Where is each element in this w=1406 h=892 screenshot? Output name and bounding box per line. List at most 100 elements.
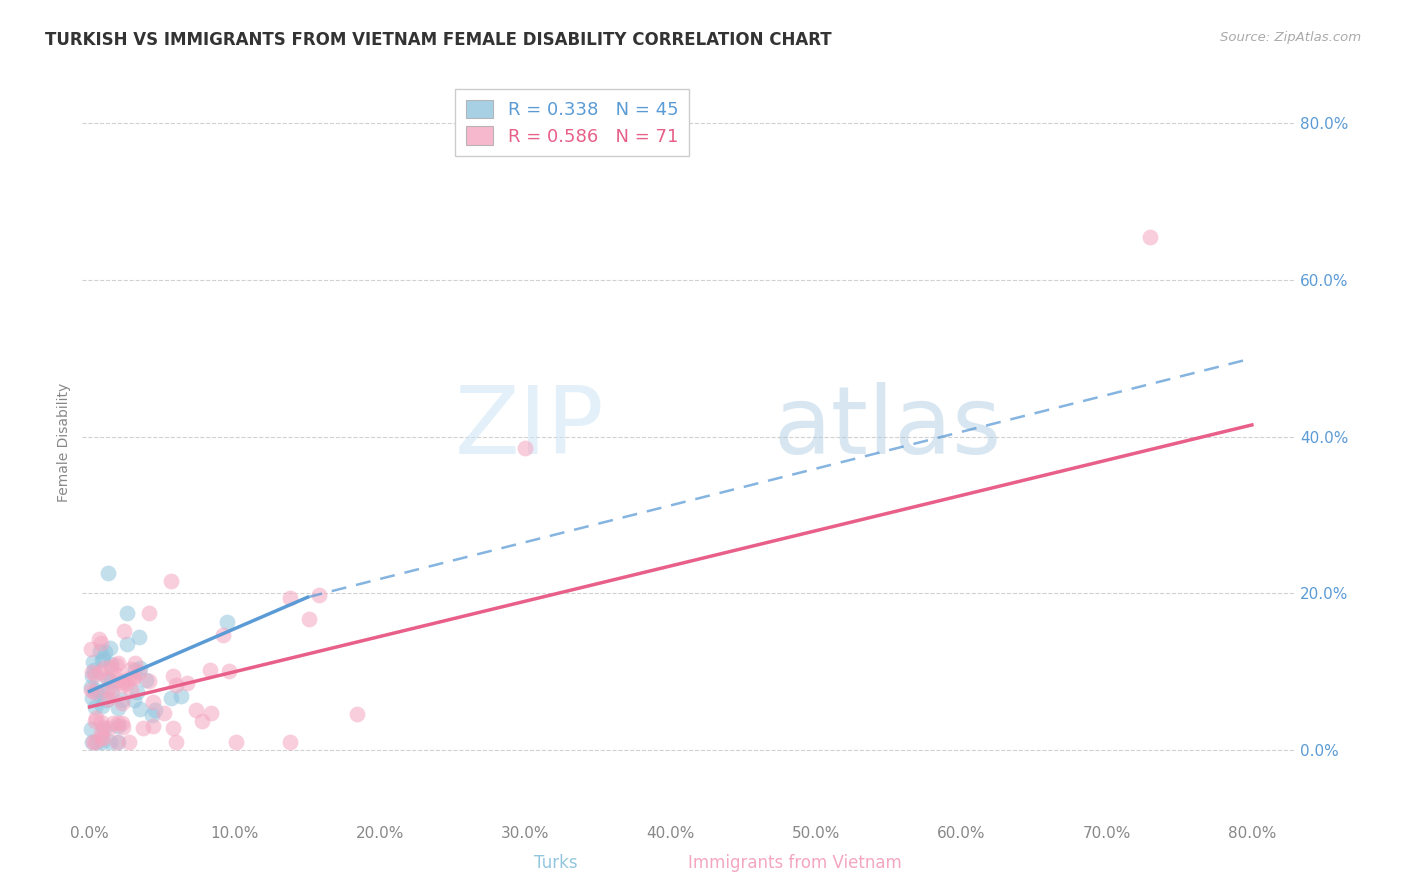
Point — [198, 664, 221, 678]
Point — [100, 683, 122, 698]
Point — [83, 685, 105, 699]
Point — [82, 655, 104, 669]
Point — [298, 612, 321, 626]
Point — [122, 671, 145, 685]
Point — [124, 663, 146, 677]
Point — [142, 696, 165, 710]
Point — [98, 721, 121, 735]
Point — [125, 685, 148, 699]
Point — [105, 667, 128, 681]
Point — [104, 658, 127, 673]
Point — [80, 690, 103, 705]
Point — [111, 693, 134, 707]
Point — [138, 673, 160, 688]
Point — [93, 722, 115, 736]
Point — [159, 574, 181, 589]
Point — [308, 588, 330, 602]
Point — [89, 632, 111, 646]
Point — [212, 628, 235, 642]
Point — [225, 735, 247, 749]
Point — [107, 719, 129, 733]
Point — [91, 731, 114, 745]
Point — [91, 735, 114, 749]
Point — [115, 675, 138, 690]
Point — [131, 721, 153, 735]
Point — [111, 696, 134, 710]
Point — [105, 735, 128, 749]
Point — [84, 735, 107, 749]
Point — [86, 735, 108, 749]
Point — [1139, 230, 1161, 244]
Point — [90, 699, 112, 714]
Point — [346, 706, 368, 721]
Point — [115, 606, 138, 620]
Point — [89, 644, 111, 658]
Point — [97, 566, 120, 581]
Point — [80, 722, 103, 736]
Point — [90, 636, 112, 650]
Point — [165, 678, 187, 692]
Point — [129, 702, 152, 716]
Point — [100, 673, 122, 688]
Point — [153, 706, 176, 721]
Point — [107, 735, 129, 749]
Point — [122, 669, 145, 683]
Point — [145, 703, 167, 717]
Point — [101, 686, 124, 700]
Point — [82, 735, 104, 749]
Point — [111, 715, 134, 730]
Point — [80, 683, 103, 698]
Point — [98, 735, 121, 749]
Point — [91, 651, 114, 665]
Point — [107, 656, 129, 670]
Point — [90, 715, 112, 730]
Point — [141, 708, 163, 723]
Point — [107, 716, 129, 731]
Point — [84, 714, 107, 729]
Point — [122, 693, 145, 707]
Point — [107, 701, 129, 715]
Point — [515, 442, 537, 456]
Point — [84, 711, 107, 725]
Point — [112, 624, 135, 639]
Point — [115, 637, 138, 651]
Point — [89, 665, 111, 680]
Point — [80, 680, 103, 694]
Point — [108, 673, 131, 687]
Point — [120, 662, 142, 676]
Point — [162, 721, 184, 735]
Point — [191, 714, 214, 728]
Point — [138, 607, 160, 621]
Point — [118, 735, 141, 749]
Legend: R = 0.338   N = 45, R = 0.586   N = 71: R = 0.338 N = 45, R = 0.586 N = 71 — [456, 89, 689, 156]
Text: Immigrants from Vietnam: Immigrants from Vietnam — [688, 855, 901, 872]
Point — [218, 664, 240, 678]
Point — [96, 671, 118, 685]
Point — [94, 645, 117, 659]
Point — [84, 699, 107, 714]
Point — [97, 691, 120, 706]
Point — [111, 675, 134, 690]
Point — [90, 731, 112, 745]
Text: TURKISH VS IMMIGRANTS FROM VIETNAM FEMALE DISABILITY CORRELATION CHART: TURKISH VS IMMIGRANTS FROM VIETNAM FEMAL… — [45, 31, 831, 49]
Text: ZIP: ZIP — [454, 382, 605, 474]
Point — [100, 660, 122, 674]
Point — [98, 641, 121, 656]
Point — [160, 691, 183, 706]
Point — [83, 663, 105, 677]
Point — [111, 720, 134, 734]
Point — [90, 685, 112, 699]
Point — [124, 657, 146, 671]
Point — [80, 665, 103, 679]
Y-axis label: Female Disability: Female Disability — [58, 383, 72, 502]
Point — [103, 716, 125, 731]
Point — [80, 735, 103, 749]
Point — [80, 669, 103, 683]
Point — [215, 615, 238, 630]
Point — [80, 642, 103, 657]
Point — [120, 684, 142, 698]
Point — [128, 631, 150, 645]
Point — [129, 661, 152, 675]
Text: Turks: Turks — [533, 855, 578, 872]
Point — [84, 685, 107, 699]
